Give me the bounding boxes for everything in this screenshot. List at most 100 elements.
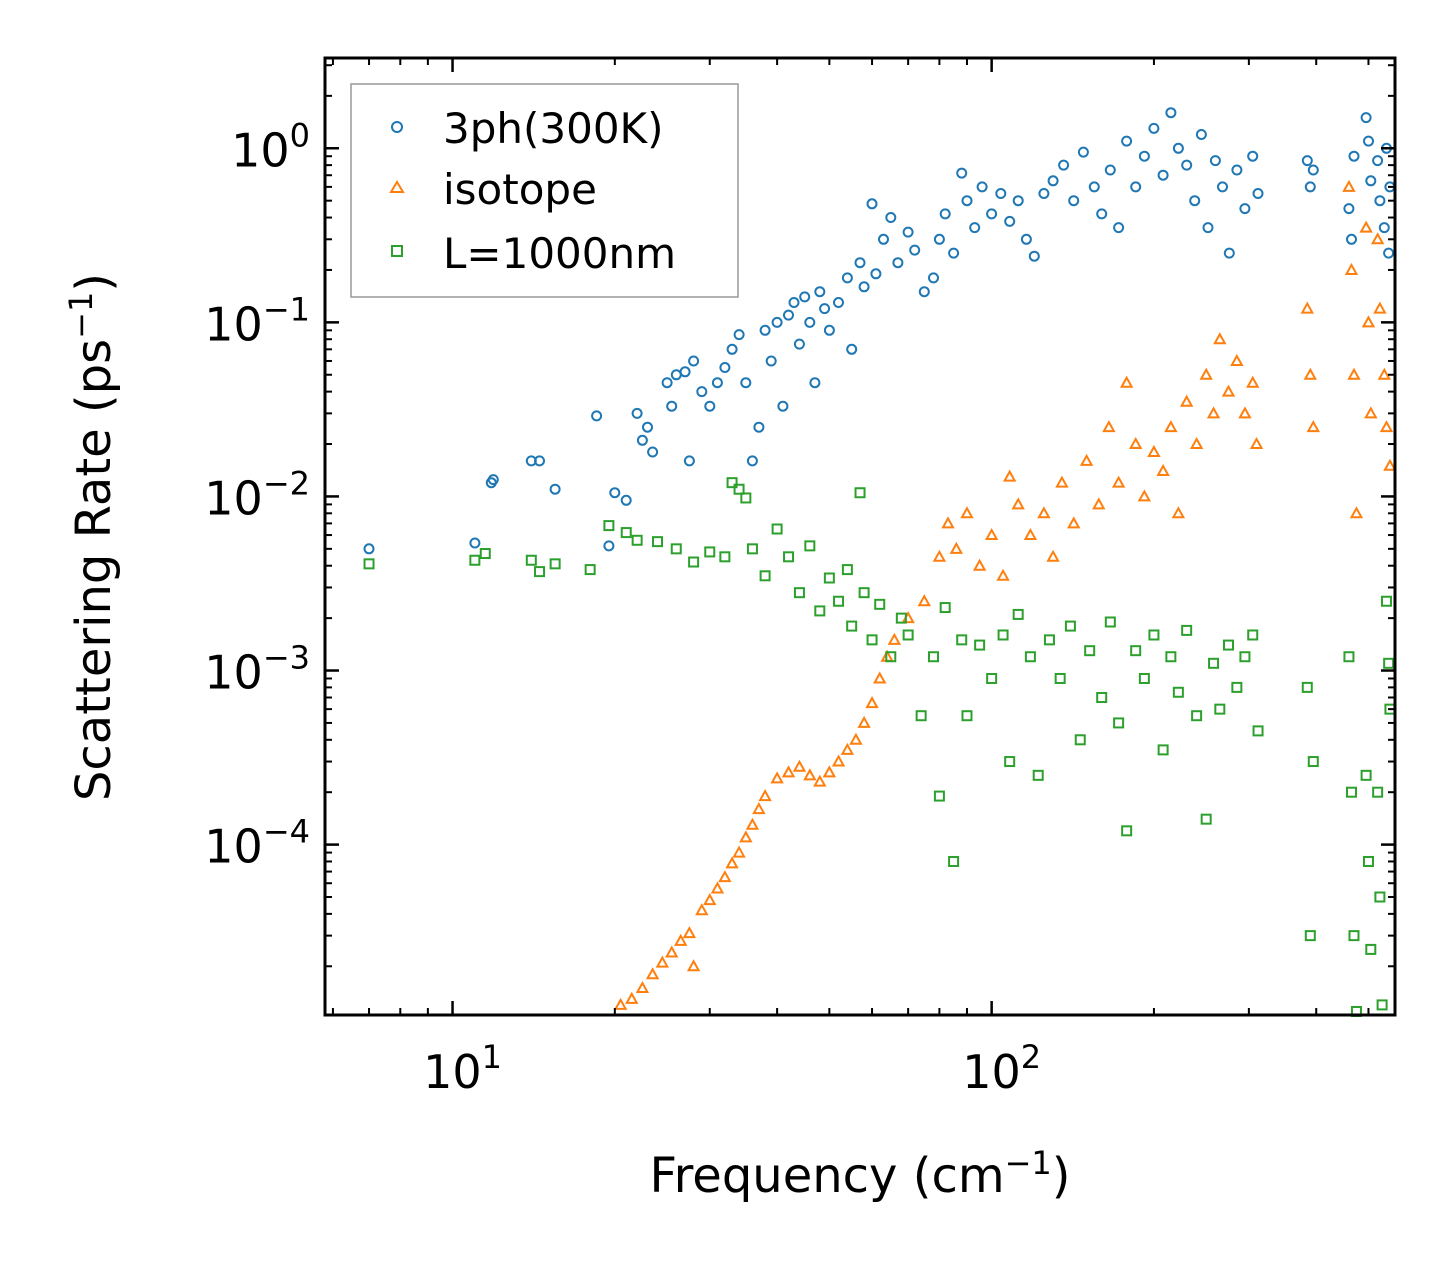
data-point bbox=[704, 546, 716, 558]
data-point bbox=[1252, 725, 1264, 737]
data-point bbox=[1206, 406, 1221, 419]
data-point bbox=[613, 997, 628, 1010]
data-point bbox=[960, 506, 974, 519]
data-point bbox=[666, 400, 678, 412]
data-point bbox=[854, 487, 866, 499]
data-point bbox=[1079, 453, 1094, 466]
data-point bbox=[733, 483, 745, 495]
data-point bbox=[1038, 188, 1050, 199]
data-point bbox=[917, 594, 931, 607]
data-point bbox=[753, 421, 765, 433]
data-point bbox=[858, 587, 870, 599]
data-point bbox=[895, 612, 907, 624]
data-point bbox=[866, 198, 878, 210]
data-point bbox=[1345, 786, 1357, 798]
data-point bbox=[665, 945, 679, 958]
data-point bbox=[745, 817, 760, 830]
data-point bbox=[1372, 786, 1384, 798]
data-point bbox=[846, 620, 858, 632]
data-point bbox=[1247, 629, 1259, 641]
data-point bbox=[1342, 179, 1356, 192]
data-point bbox=[765, 355, 777, 367]
data-point bbox=[1077, 146, 1089, 158]
data-point bbox=[1200, 813, 1212, 825]
data-point bbox=[1092, 497, 1106, 510]
data-point bbox=[1202, 222, 1214, 234]
data-point bbox=[771, 316, 783, 328]
data-point bbox=[1164, 420, 1178, 433]
data-point bbox=[799, 291, 811, 303]
data-point bbox=[1067, 516, 1081, 529]
data-point bbox=[682, 926, 697, 939]
data-point bbox=[1172, 142, 1184, 154]
data-point bbox=[652, 536, 664, 548]
data-point bbox=[870, 268, 882, 280]
data-point bbox=[534, 455, 545, 467]
y-tick-label: 10−3 bbox=[204, 639, 310, 700]
data-point bbox=[866, 634, 878, 646]
data-point bbox=[603, 520, 615, 532]
data-point bbox=[873, 671, 887, 684]
data-point bbox=[969, 222, 981, 234]
tick-label-base: 10 bbox=[962, 1045, 1021, 1099]
data-point bbox=[363, 558, 375, 570]
data-point bbox=[783, 309, 794, 321]
data-point bbox=[746, 455, 758, 467]
data-point bbox=[642, 421, 653, 433]
data-point bbox=[1379, 420, 1394, 433]
data-point bbox=[1231, 164, 1243, 176]
x-tick-label: 102 bbox=[962, 1038, 1041, 1099]
data-point bbox=[1104, 616, 1116, 628]
data-point bbox=[1157, 744, 1169, 756]
data-point bbox=[932, 549, 947, 562]
data-point bbox=[846, 343, 858, 355]
data-point bbox=[822, 765, 837, 778]
data-point bbox=[956, 167, 968, 179]
tick-label-exponent: 1 bbox=[482, 1038, 502, 1076]
data-point bbox=[1348, 930, 1360, 942]
series-1 bbox=[613, 179, 1397, 1010]
data-point bbox=[759, 324, 771, 336]
data-point bbox=[739, 830, 753, 843]
data-point bbox=[887, 632, 902, 645]
data-point bbox=[909, 244, 921, 256]
data-point bbox=[1119, 375, 1134, 388]
legend-box bbox=[350, 83, 739, 298]
data-point bbox=[1374, 891, 1386, 903]
data-point bbox=[1247, 150, 1259, 162]
data-point bbox=[620, 494, 632, 506]
data-point bbox=[1047, 175, 1059, 187]
data-point bbox=[525, 554, 537, 566]
data-point bbox=[1239, 651, 1251, 663]
data-point bbox=[996, 568, 1010, 581]
data-point bbox=[1249, 436, 1264, 450]
data-point bbox=[809, 377, 821, 389]
data-point bbox=[915, 710, 927, 722]
data-point bbox=[1222, 639, 1234, 651]
data-point bbox=[933, 233, 945, 245]
legend-marker-isotope bbox=[389, 180, 405, 193]
data-point bbox=[1181, 159, 1193, 171]
data-point bbox=[1130, 645, 1142, 657]
data-point bbox=[1230, 353, 1244, 366]
data-point bbox=[1084, 645, 1096, 657]
tick-label-base: 10 bbox=[231, 123, 290, 177]
data-point bbox=[1380, 595, 1392, 607]
data-point bbox=[487, 474, 499, 486]
data-point bbox=[719, 551, 731, 563]
data-point bbox=[1349, 506, 1364, 519]
data-point bbox=[956, 634, 968, 646]
data-point bbox=[1012, 195, 1024, 207]
data-point bbox=[1157, 169, 1169, 181]
data-point bbox=[1191, 710, 1203, 722]
data-point bbox=[1217, 181, 1228, 193]
data-point bbox=[686, 959, 701, 972]
data-point bbox=[1189, 436, 1204, 450]
y-tick-label: 100 bbox=[231, 116, 310, 177]
data-point bbox=[995, 188, 1007, 199]
data-point bbox=[688, 355, 700, 367]
data-point bbox=[1096, 691, 1108, 703]
data-point bbox=[1303, 367, 1317, 380]
data-point bbox=[1147, 444, 1161, 457]
